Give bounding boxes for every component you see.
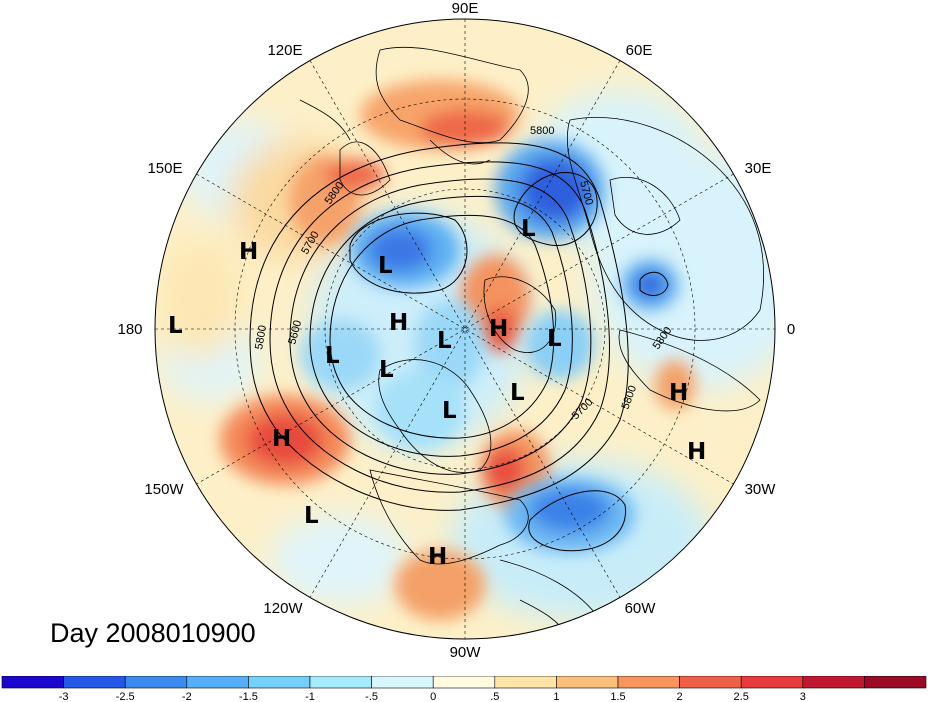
colorbar-box (186, 676, 249, 689)
colorbar-ticks: -3 -2.5 -2 -1.5 -1 -.5 0 .5 1 1.5 2 2.5 3 (59, 691, 806, 702)
low-pressure-marker: L (437, 328, 452, 354)
lon-label-30w: 30W (745, 481, 777, 498)
lon-label-120e: 120E (267, 42, 302, 59)
high-pressure-marker: H (389, 310, 408, 336)
colorbar-tick-label: .5 (490, 691, 499, 702)
low-pressure-marker: L (325, 343, 340, 369)
lon-label-180: 180 (117, 321, 142, 338)
colorbar-box (432, 676, 496, 689)
colorbar-box (802, 676, 865, 689)
high-pressure-marker: H (489, 316, 508, 342)
coastlines (299, 46, 765, 639)
colorbar-tick-label: 0 (430, 691, 436, 702)
anomaly-field (155, 19, 775, 639)
high-pressure-marker: H (669, 380, 688, 406)
lon-label-90e: 90E (452, 0, 479, 17)
colorbar-tick-label: 1.5 (610, 691, 625, 702)
map-border (154, 18, 776, 640)
colorbar-box (248, 676, 311, 689)
colorbar-box (864, 676, 927, 689)
lon-label-120w: 120W (263, 600, 303, 617)
polar-map: 5800 5700 5600 5800 5700 5800 5800 5700 … (117, 0, 795, 661)
colorbar-box (124, 676, 188, 689)
low-pressure-marker: L (521, 216, 536, 242)
colorbar-tick-label: 3 (800, 691, 806, 702)
high-pressure-marker: H (239, 239, 258, 265)
low-pressure-marker: L (304, 503, 319, 529)
colorbar-tick-label: -1 (305, 691, 315, 702)
low-pressure-marker: L (510, 380, 525, 406)
colorbar-tick-label: 1 (553, 691, 559, 702)
colorbar-tick-label: 2.5 (734, 691, 749, 702)
high-pressure-marker: H (428, 544, 447, 570)
contour-label: 5800 (530, 125, 554, 137)
lon-label-150w: 150W (144, 481, 184, 498)
high-pressure-marker: H (272, 426, 291, 452)
colorbar-tick-label: -.5 (365, 691, 378, 702)
colorbar-box (309, 676, 372, 689)
colorbar-box (494, 676, 557, 689)
colorbar-boxes (1, 676, 927, 689)
lon-label-90w: 90W (450, 644, 482, 661)
lon-label-150e: 150E (147, 160, 182, 177)
low-pressure-marker: L (168, 313, 183, 339)
colorbar-tick-label: -3 (59, 691, 69, 702)
colorbar-tick-label: -2 (182, 691, 192, 702)
colorbar-tick-label: -1.5 (239, 691, 258, 702)
low-pressure-marker: L (547, 326, 562, 352)
graticule (155, 19, 775, 639)
low-pressure-marker: L (442, 398, 457, 424)
lon-label-60e: 60E (626, 42, 653, 59)
colorbar-tick-label: -2.5 (116, 691, 135, 702)
height-contours (249, 142, 669, 552)
map-title: Day 2008010900 (50, 618, 256, 648)
colorbar-box (1, 676, 64, 689)
lon-label-60w: 60W (625, 600, 657, 617)
colorbar-tick-label: 2 (677, 691, 683, 702)
pressure-centers: H L L L H L L H L L L L L H H H L H (168, 216, 706, 570)
contour-label: 5800 (253, 324, 269, 350)
colorbar-box (63, 676, 126, 689)
colorbar-box (679, 676, 742, 689)
colorbar-box (371, 676, 434, 689)
longitude-labels: 90E 60E 30E 0 30W 60W 90W 120W 150W 180 … (117, 0, 795, 661)
low-pressure-marker: L (378, 253, 393, 279)
lon-label-0: 0 (787, 321, 795, 338)
high-pressure-marker: H (687, 439, 706, 465)
low-pressure-marker: L (379, 357, 394, 383)
colorbar-box (556, 676, 619, 689)
colorbar-box (617, 676, 680, 689)
colorbar-box (740, 676, 804, 689)
lon-label-30e: 30E (745, 160, 772, 177)
colorbar: -3 -2.5 -2 -1.5 -1 -.5 0 .5 1 1.5 2 2.5 3 (1, 676, 927, 702)
